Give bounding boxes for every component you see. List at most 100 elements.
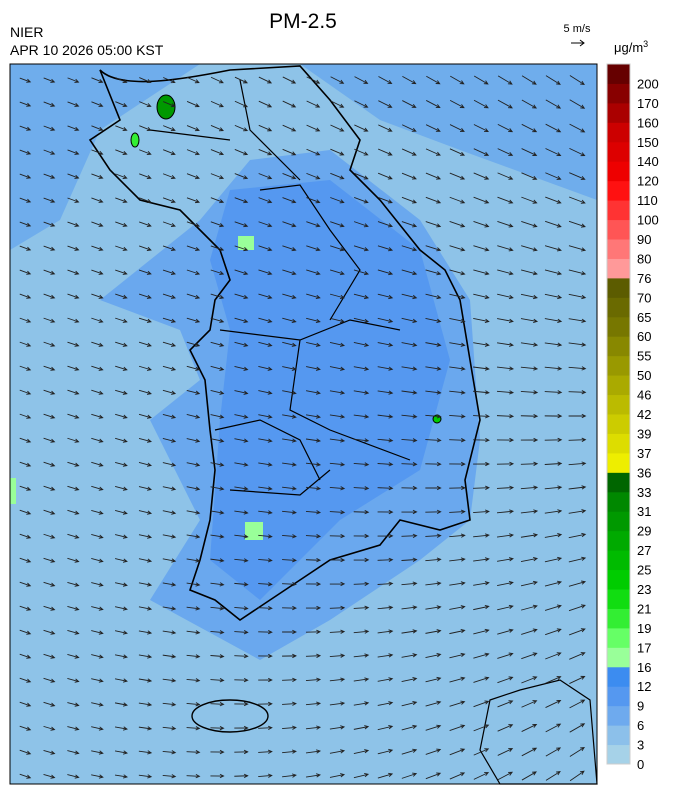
wind-arrow	[91, 269, 104, 275]
wind-arrow	[306, 124, 321, 132]
wind-arrow	[115, 125, 128, 131]
wind-arrow	[449, 245, 466, 252]
wind-arrow	[234, 124, 249, 132]
wind-arrow	[449, 557, 466, 562]
wind-arrow	[162, 630, 177, 635]
wind-arrow	[496, 485, 515, 490]
wind-arrow	[354, 148, 369, 156]
wind-arrow	[162, 654, 177, 659]
wind-arrow	[186, 293, 201, 299]
wind-arrow	[425, 342, 442, 347]
wind-arrow	[306, 269, 321, 276]
wind-arrow	[425, 485, 442, 491]
wind-arrow	[234, 173, 249, 180]
colorbar-label: 100	[637, 213, 659, 228]
colorbar-label: 42	[637, 407, 651, 422]
wind-arrow	[497, 196, 514, 204]
wind-arrow	[258, 341, 273, 347]
wind-arrow	[473, 196, 490, 204]
wind-arrow	[497, 580, 514, 587]
wind-arrow	[497, 771, 514, 781]
wind-arrow	[473, 75, 489, 85]
wind-arrow	[67, 654, 80, 659]
wind-arrow	[282, 245, 297, 252]
wind-arrow	[234, 341, 249, 347]
colorbar-label: 76	[637, 271, 651, 286]
wind-arrow	[305, 749, 322, 754]
wind-arrow	[401, 317, 418, 323]
wind-arrow	[568, 461, 587, 466]
wind-arrow	[330, 76, 345, 84]
wind-arrow	[473, 390, 490, 395]
wind-arrow	[138, 486, 153, 491]
colorbar-swatch	[607, 239, 630, 259]
wind-arrow	[473, 700, 490, 708]
wind-arrow	[569, 723, 586, 733]
wind-arrow	[139, 149, 152, 156]
wind-arrow	[282, 773, 297, 778]
wind-arrow	[91, 534, 104, 539]
wind-arrow	[497, 269, 514, 276]
wind-arrow	[139, 173, 152, 179]
wind-arrow	[186, 654, 201, 659]
wind-arrow	[568, 580, 587, 587]
wind-arrow	[425, 269, 442, 276]
wind-arrow	[544, 342, 563, 347]
wind-arrow	[67, 317, 80, 323]
colorbar-swatch	[607, 297, 630, 318]
wind-arrow	[353, 293, 370, 300]
wind-arrow	[162, 702, 177, 707]
wind-arrow	[473, 676, 490, 683]
wind-arrow	[473, 557, 490, 562]
wind-arrow	[473, 581, 490, 586]
wind-arrow	[115, 413, 128, 419]
wind-arrow	[544, 366, 563, 371]
wind-arrow	[186, 101, 200, 108]
wind-arrow	[19, 293, 32, 299]
colorbar-label: 27	[637, 543, 651, 558]
wind-arrow	[497, 99, 513, 109]
wind-arrow	[258, 173, 273, 180]
wind-arrow	[186, 750, 201, 755]
wind-arrow	[306, 100, 321, 108]
wind-arrow	[329, 725, 346, 730]
wind-arrow	[258, 773, 273, 778]
wind-arrow	[43, 197, 56, 203]
wind-arrow	[186, 414, 201, 419]
wind-arrow	[186, 125, 200, 132]
wind-arrow	[282, 100, 297, 108]
wind-arrow	[234, 462, 249, 467]
wind-arrow	[449, 342, 466, 347]
wind-arrow	[401, 533, 418, 538]
colorbar-swatch	[607, 627, 630, 648]
wind-arrow	[496, 342, 514, 347]
wind-arrow	[568, 245, 587, 252]
wind-arrow	[425, 724, 442, 731]
wind-arrow	[401, 390, 418, 395]
wind-arrow	[258, 197, 273, 204]
wind-arrow	[43, 149, 56, 155]
wind-arrow	[520, 485, 539, 490]
wind-arrow	[496, 509, 515, 514]
wind-arrow	[114, 630, 128, 635]
colorbar-swatch	[607, 472, 630, 493]
wind-arrow	[162, 462, 177, 467]
wind-arrow	[67, 461, 80, 467]
wind-arrow	[234, 438, 249, 443]
wind-arrow	[139, 125, 152, 132]
wind-arrow	[67, 173, 80, 179]
wind-arrow	[19, 221, 32, 227]
colorbar-label: 65	[637, 310, 651, 325]
wind-arrow	[114, 654, 128, 659]
wind-arrow	[210, 149, 225, 156]
wind-arrow	[234, 293, 249, 299]
wind-arrow	[115, 101, 128, 107]
wind-arrow	[306, 76, 321, 84]
wind-arrow	[91, 582, 104, 587]
wind-arrow	[91, 149, 104, 155]
wind-arrow	[377, 317, 394, 323]
wind-arrow	[305, 605, 322, 611]
wind-arrow	[473, 748, 490, 756]
wind-arrow	[210, 749, 225, 755]
wind-arrow	[401, 196, 418, 204]
